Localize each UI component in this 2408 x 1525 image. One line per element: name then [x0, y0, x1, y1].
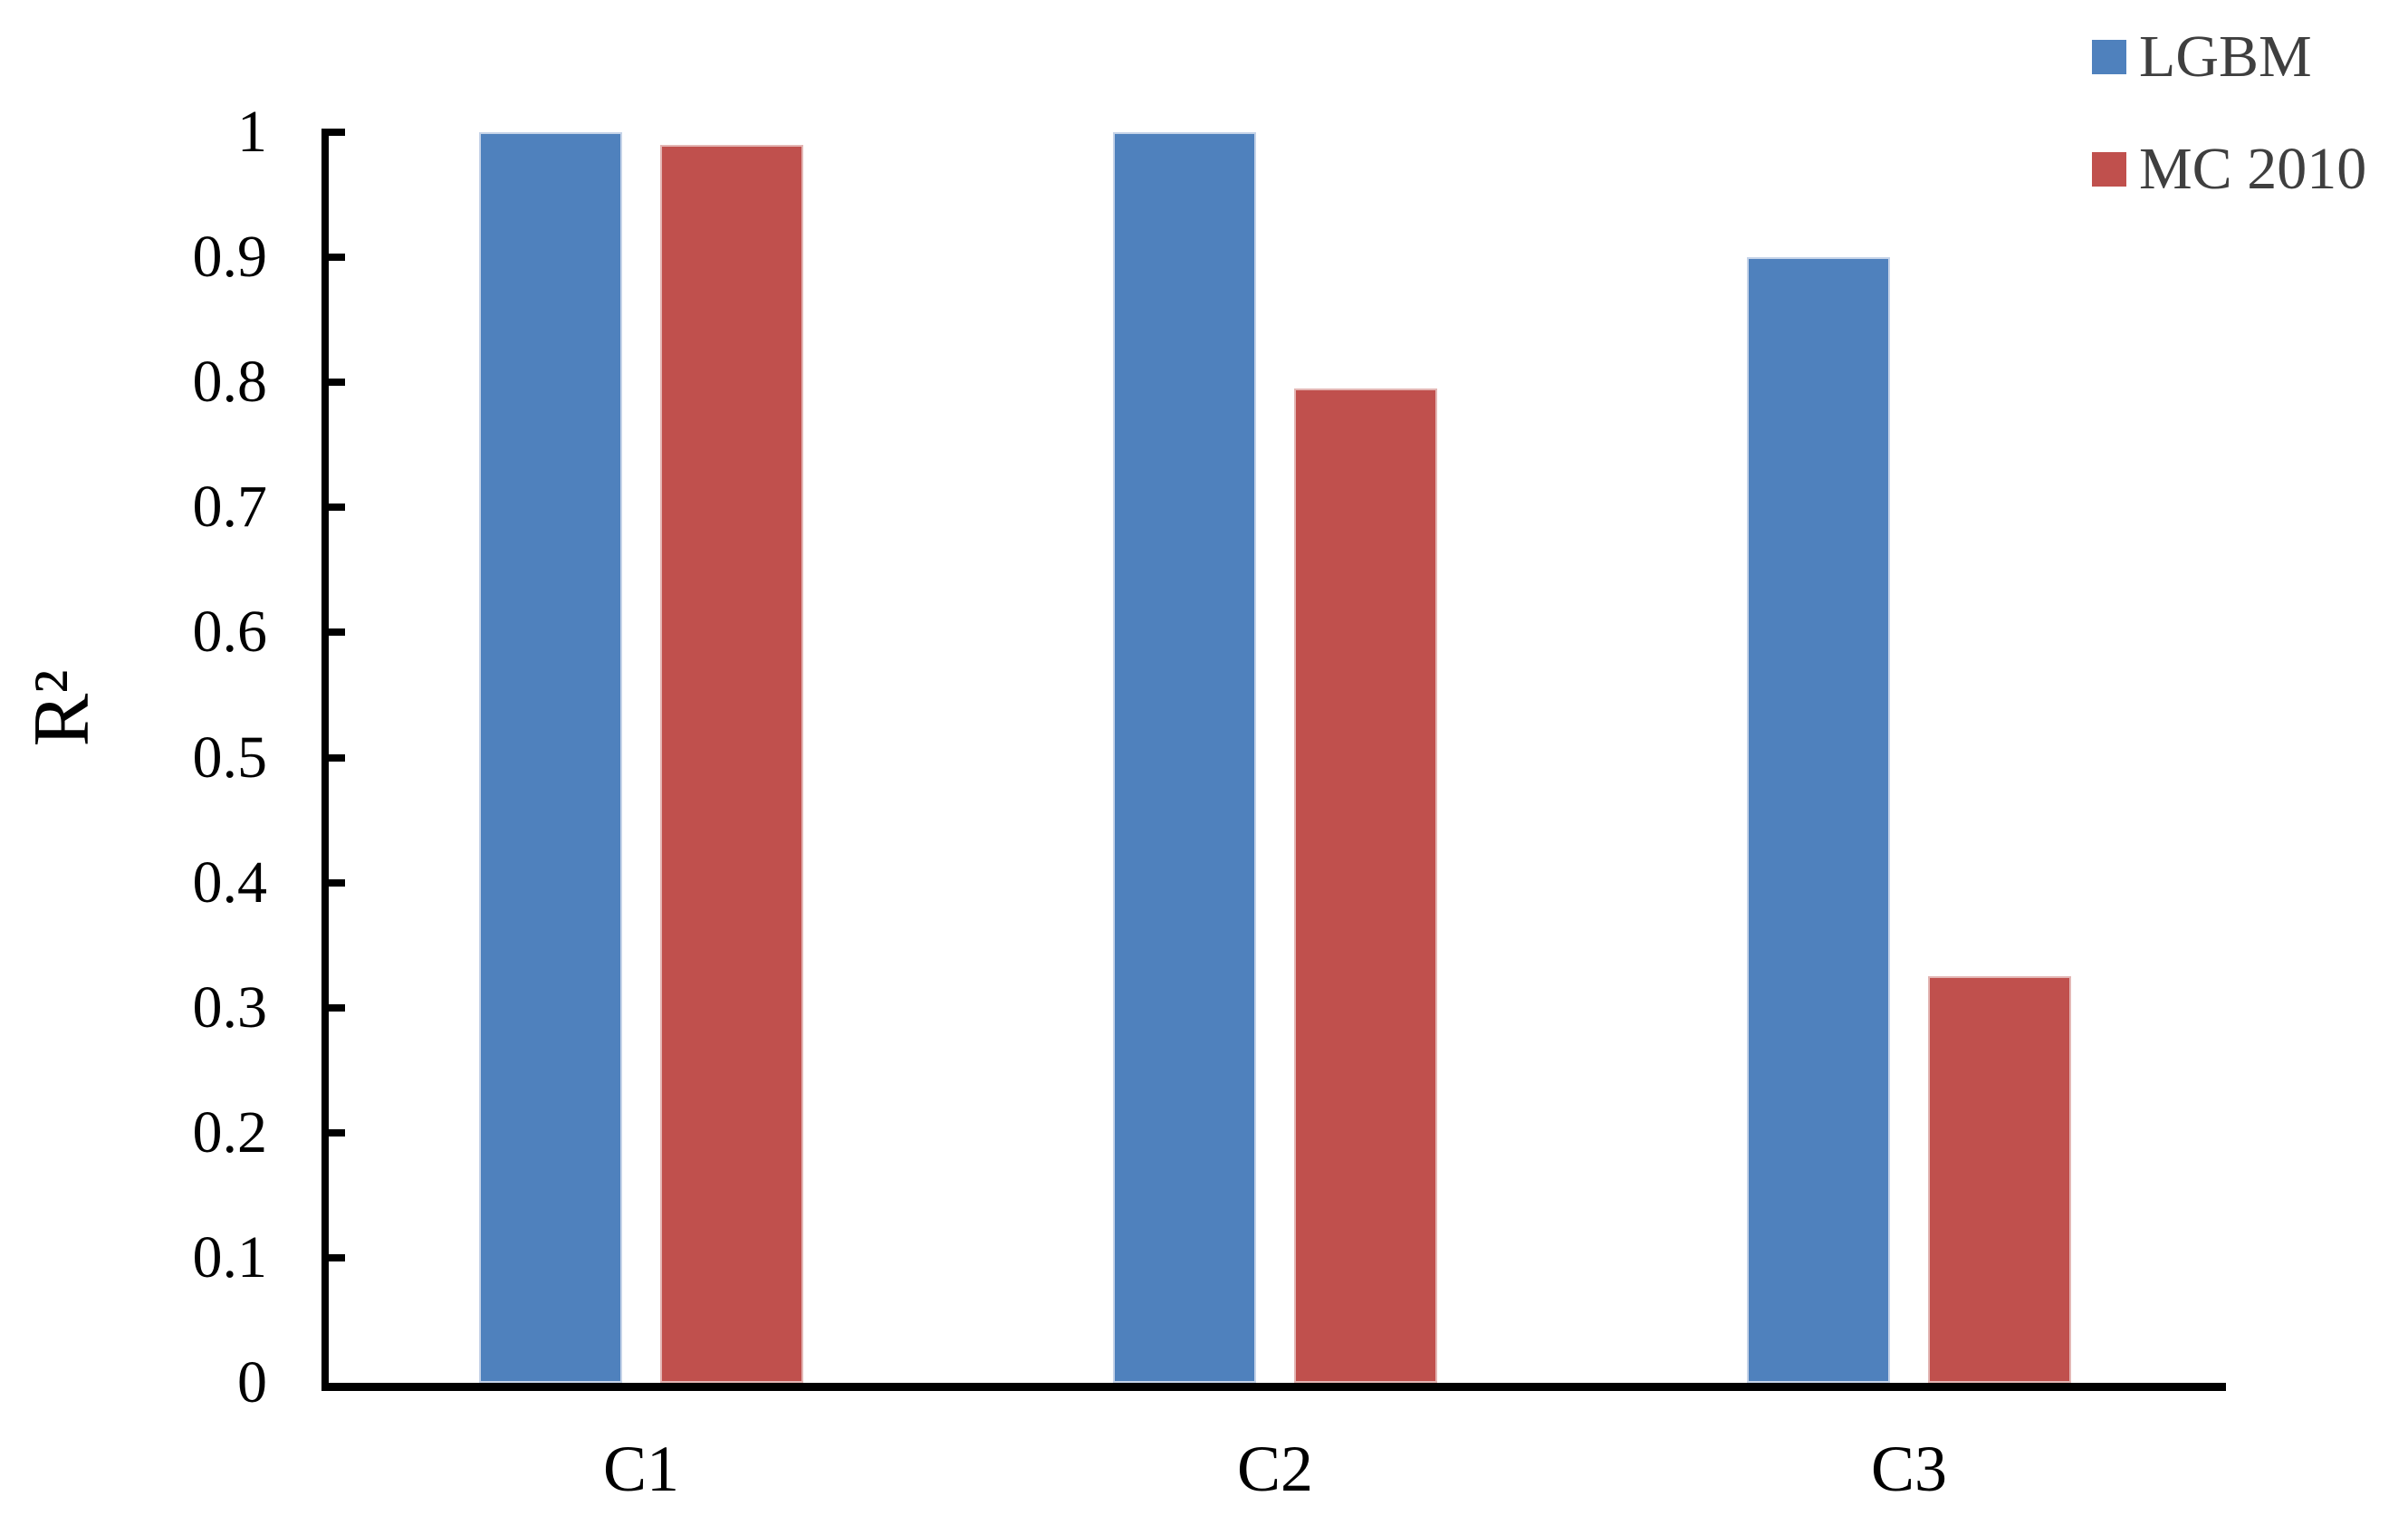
y-tick-mark [321, 504, 345, 511]
y-tick-label: 0.9 [192, 224, 268, 290]
bar-mc-2010-c2 [1294, 388, 1437, 1383]
legend-swatch-lgbm [2092, 40, 2126, 74]
y-tick-mark [321, 879, 345, 887]
y-tick-label: 0 [237, 1349, 267, 1415]
y-tick-label: 0.8 [192, 349, 268, 415]
y-tick-label: 0.1 [192, 1224, 268, 1290]
y-tick-mark [321, 754, 345, 762]
y-tick-mark [321, 628, 345, 636]
y-tick-mark [321, 1004, 345, 1012]
x-axis-label-c1: C1 [602, 1433, 680, 1505]
y-tick-label: 1 [237, 99, 267, 165]
bar-mc-2010-c3 [1928, 976, 2071, 1383]
y-tick-label: 0.7 [192, 474, 268, 540]
x-axis-line [321, 1383, 2226, 1391]
y-tick-mark [321, 129, 345, 136]
x-axis-label-c2: C2 [1236, 1433, 1314, 1505]
legend-label-lgbm: LGBM [2139, 24, 2312, 90]
y-tick-mark [321, 1129, 345, 1137]
y-tick-mark [321, 254, 345, 261]
x-axis-label-c3: C3 [1870, 1433, 1948, 1505]
y-tick-label: 0.4 [192, 849, 268, 916]
legend-swatch-mc-2010 [2092, 152, 2126, 187]
bar-lgbm-c3 [1747, 257, 1890, 1383]
y-tick-label: 0.2 [192, 1099, 268, 1165]
bar-mc-2010-c1 [660, 145, 803, 1383]
y-tick-label: 0.5 [192, 724, 268, 791]
y-tick-mark [321, 1254, 345, 1261]
y-tick-mark [321, 379, 345, 386]
legend-label-mc-2010: MC 2010 [2139, 136, 2367, 202]
bar-lgbm-c2 [1113, 132, 1256, 1383]
bar-lgbm-c1 [479, 132, 622, 1383]
y-tick-label: 0.3 [192, 974, 268, 1041]
y-tick-label: 0.6 [192, 599, 268, 665]
